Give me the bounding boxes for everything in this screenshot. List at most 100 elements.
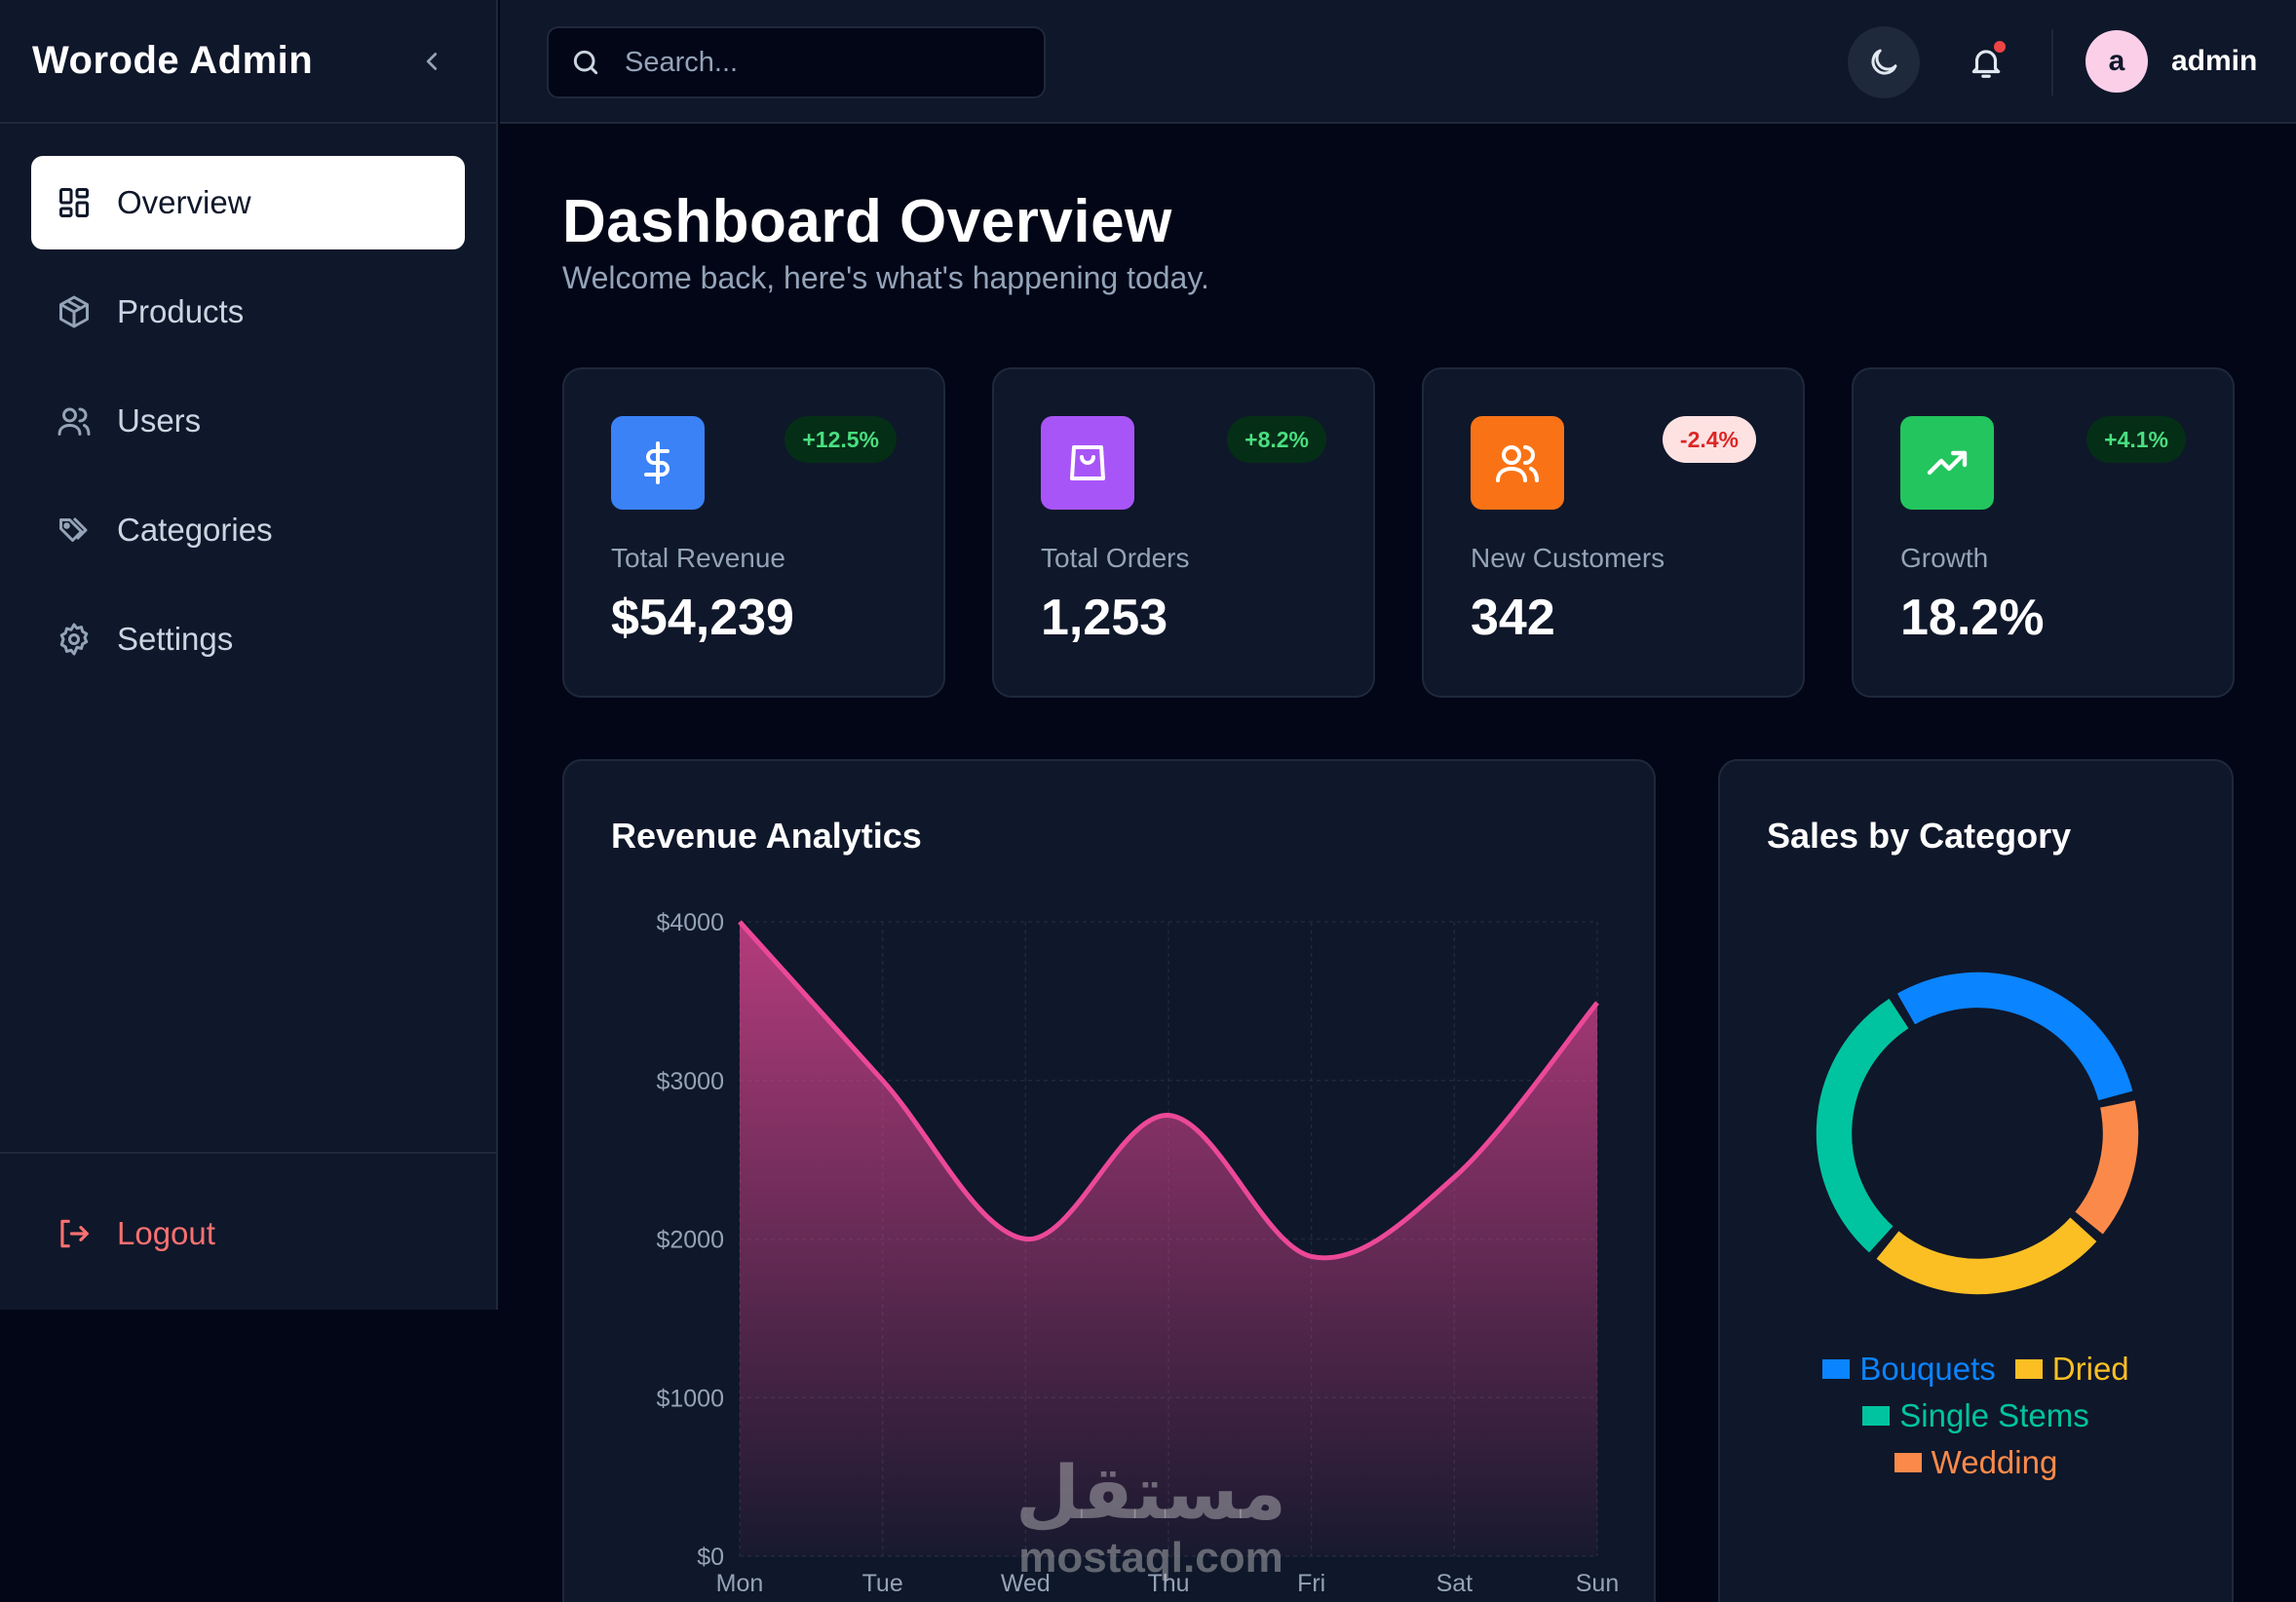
page-subtitle: Welcome back, here's what's happening to… [562,260,1209,295]
stat-card-revenue: +12.5% Total Revenue $54,239 [562,367,945,698]
x-tick-label: Sun [1576,1570,1619,1597]
package-icon [55,292,94,331]
panel-title: Revenue Analytics [611,816,922,856]
donut-slice-single-stems [1816,998,1909,1253]
y-tick-label: $0 [697,1544,724,1571]
watermark-arabic: مستقل [1015,1449,1286,1536]
donut-slice-bouquets [1896,972,2133,1101]
legend-item[interactable]: Dried [2014,1346,2129,1392]
stat-value: 1,253 [1041,590,1168,646]
donut-slice-dried [1876,1217,2097,1295]
sidebar-item-products[interactable]: Products [31,265,465,359]
stat-change-badge: +12.5% [784,416,897,463]
search-icon [570,46,603,79]
sidebar-footer: Logout [0,1152,496,1263]
theme-toggle-button[interactable] [1848,26,1920,98]
brand-bar: Worode Admin [0,0,496,124]
x-tick-label: Thu [1147,1570,1189,1597]
revenue-line [738,920,1599,1261]
bell-icon [1971,50,2001,78]
panel-title: Sales by Category [1767,816,2072,856]
sidebar-item-label: Users [117,402,202,439]
legend-row: Single Stems [1720,1392,2232,1439]
stat-card-growth: +4.1% Growth 18.2% [1852,367,2235,698]
stat-value: $54,239 [611,590,794,646]
x-tick-label: Tue [862,1570,903,1597]
revenue-area-chart: $0 $1000 $2000 $3000 $4000 Mon Tue Wed Thu Fri Sat… [656,909,1619,1597]
legend-row: Bouquets Dried [1720,1346,2232,1392]
gear-icon [55,620,94,659]
moon-icon [1871,49,1897,75]
sidebar-item-label: Categories [117,512,273,548]
legend-item[interactable]: Single Stems [1862,1392,2089,1439]
main-content: Dashboard Overview Welcome back, here's … [500,126,2296,1602]
stat-label: Total Orders [1041,543,1190,573]
logout-label: Logout [117,1215,215,1251]
dashboard-icon [55,183,94,222]
notification-dot [1994,41,2006,53]
users-icon [55,401,94,440]
watermark: مستقل mostaql.com [1010,1452,1292,1583]
dollar-icon [611,416,705,510]
search-input[interactable] [625,46,995,79]
collapse-sidebar-button[interactable] [414,44,449,79]
legend-label: Dried [2051,1351,2129,1387]
sidebar-item-users[interactable]: Users [31,374,465,468]
tags-icon [55,511,94,550]
y-tick-label: $2000 [656,1227,724,1254]
username: admin [2171,45,2258,77]
legend-item[interactable]: Bouquets [1822,1346,1996,1392]
stat-change-badge: +8.2% [1227,416,1326,463]
revenue-area-fill [740,922,1597,1556]
stat-value: 342 [1471,590,1555,646]
avatar: a [2086,30,2148,93]
sidebar-item-label: Overview [117,184,251,220]
user-menu[interactable]: a admin [2086,30,2257,93]
stat-card-orders: +8.2% Total Orders 1,253 [992,367,1375,698]
stat-change-badge: +4.1% [2086,416,2186,463]
page-title: Dashboard Overview [562,188,1172,255]
sidebar-item-label: Products [117,293,245,329]
revenue-analytics-panel: Revenue Analytics $0 $1000 $2000 $3000 $4000… [562,759,1656,1602]
users-icon [1471,416,1564,510]
stat-label: New Customers [1471,543,1665,573]
x-tick-label: Sat [1436,1570,1473,1597]
brand-name: Worode Admin [32,39,314,82]
y-tick-label: $4000 [656,909,724,936]
sidebar-item-categories[interactable]: Categories [31,483,465,577]
shopping-bag-icon [1041,416,1134,510]
chevron-left-icon [426,52,438,70]
y-tick-label: $3000 [656,1068,724,1095]
legend-row: Wedding [1720,1439,2232,1486]
top-header: a admin [500,0,2296,124]
logout-icon [55,1214,94,1253]
x-tick-label: Fri [1297,1570,1325,1597]
stat-value: 18.2% [1900,590,2045,646]
x-tick-label: Mon [716,1570,764,1597]
sidebar-item-label: Settings [117,621,234,657]
legend-label: Wedding [1931,1444,2058,1480]
legend-swatch [1822,1359,1851,1379]
search-box [547,26,1046,98]
legend-swatch [1862,1406,1891,1426]
x-tick-label: Wed [1001,1570,1051,1597]
sidebar-item-overview[interactable]: Overview [31,156,465,249]
trending-up-icon [1900,416,1994,510]
legend-swatch [1894,1453,1922,1472]
legend-swatch [2014,1359,2043,1379]
legend-label: Bouquets [1859,1351,1996,1387]
notifications-button[interactable] [1957,33,2015,92]
stat-change-badge: -2.4% [1662,416,1756,463]
sidebar-nav: Overview Products Users Categories [0,124,496,686]
y-tick-label: $1000 [656,1385,724,1412]
stat-label: Total Revenue [611,543,786,573]
logout-button[interactable]: Logout [31,1204,465,1263]
legend-item[interactable]: Wedding [1894,1439,2058,1486]
donut-slice-wedding [2075,1100,2139,1235]
watermark-latin: mostaql.com [1018,1534,1283,1582]
sidebar-item-settings[interactable]: Settings [31,592,465,686]
chart-legend: Bouquets Dried Single Stems [1720,1346,2232,1486]
stat-card-customers: -2.4% New Customers 342 [1422,367,1805,698]
header-divider [2051,29,2053,95]
